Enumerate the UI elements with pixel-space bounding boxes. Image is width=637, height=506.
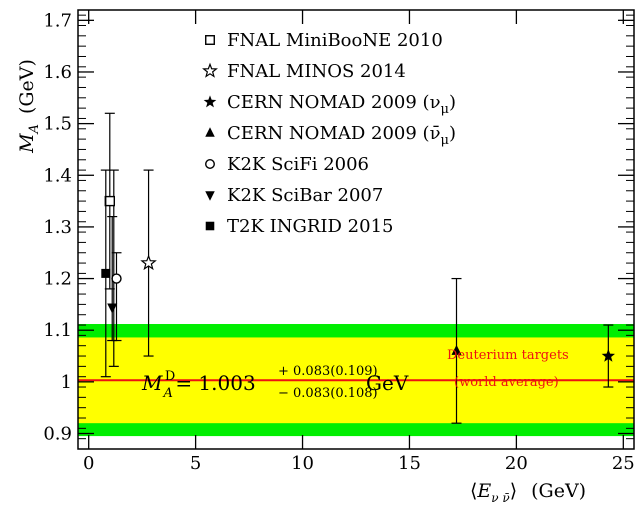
y-tick-label: 1.3: [43, 217, 72, 238]
y-tick-label: 1.5: [43, 114, 72, 135]
x-tick-label: 0: [83, 453, 94, 474]
marker-open-circle: [111, 273, 122, 284]
legend-label: FNAL MINOS 2014: [227, 61, 406, 82]
y-tick-label: 1.4: [43, 165, 72, 186]
marker-filled-triangle-down: [107, 303, 118, 314]
legend-label: CERN NOMAD 2009 (ν̄μ): [227, 123, 456, 148]
formula-main: = 1.003: [175, 371, 255, 395]
x-tick-label: 20: [505, 453, 528, 474]
x-axis-bracket-close: ⟩: [510, 480, 517, 502]
legend-entry-0: FNAL MiniBooNE 2010: [205, 30, 443, 51]
x-tick-label: 5: [190, 453, 201, 474]
series-5-point-0: [107, 215, 118, 342]
legend-entry-4: K2K SciFi 2006: [205, 154, 369, 175]
legend-entry-6: T2K INGRID 2015: [205, 216, 394, 237]
legend-entry-2: CERN NOMAD 2009 (νμ): [203, 92, 456, 117]
series-6-point-0: [100, 169, 111, 378]
band-annotation-line1: Deuterium targets: [447, 348, 569, 363]
y-tick-label: 0.9: [43, 424, 72, 445]
y-axis-subscript: A: [27, 124, 42, 134]
x-tick-label: 15: [398, 453, 421, 474]
formula-superscript: D: [165, 369, 175, 384]
y-tick-label: 1.2: [43, 269, 72, 290]
marker-open-square: [104, 195, 116, 207]
series-3-point-0: [451, 277, 462, 424]
svg-text:MA(GeV): MA (GeV): [16, 59, 42, 154]
marker-filled-star: [601, 349, 615, 362]
series-1-point-0: [140, 169, 157, 357]
legend-marker-filled-star: [203, 95, 217, 108]
x-axis-subscript: ν ν̄: [491, 491, 509, 505]
formula-subscript: A: [162, 386, 172, 401]
legend-entry-1: FNAL MINOS 2014: [202, 61, 406, 82]
legend-label: T2K INGRID 2015: [227, 216, 394, 237]
x-axis-symbol: E: [476, 480, 491, 502]
marker-filled-triangle-up: [451, 344, 462, 355]
marker-filled-square: [101, 268, 111, 278]
x-axis-label: ⟨Eν ν̄⟩ (GeV): [470, 480, 586, 505]
legend-entry-3: CERN NOMAD 2009 (ν̄μ): [205, 123, 456, 148]
y-tick-label: 1.6: [43, 62, 72, 83]
legend-label: CERN NOMAD 2009 (νμ): [227, 92, 456, 117]
formula-unit: GeV: [366, 371, 409, 395]
legend-marker-open-star: [202, 62, 218, 78]
y-tick-label: 1: [61, 372, 72, 393]
y-axis-label: MA (GeV): [16, 59, 42, 154]
x-tick-label: 10: [291, 453, 314, 474]
y-axis-unit: (GeV): [16, 59, 38, 114]
marker-open-star: [140, 254, 157, 271]
legend: FNAL MiniBooNE 2010 FNAL MINOS 2014 CERN N…: [202, 30, 456, 237]
y-tick-label: 1.7: [43, 10, 72, 31]
formula-upper: + 0.083(0.109): [278, 364, 378, 379]
legend-label: K2K SciBar 2007: [227, 185, 383, 206]
legend-marker-filled-triangle-up: [205, 127, 215, 137]
y-axis-symbol: M: [16, 133, 38, 154]
series-2-point-0: [601, 324, 615, 388]
formula-lower: − 0.083(0.108): [278, 386, 378, 401]
legend-marker-filled-square: [205, 221, 215, 231]
legend-marker-open-square: [205, 35, 215, 45]
world-average-formula: MAD= 1.003: [141, 369, 256, 401]
data-points: [100, 112, 615, 424]
y-tick-label: 1.1: [43, 320, 72, 341]
band-annotation-line2: (world average): [454, 375, 559, 390]
axis-ticks: 0 5 10 15 20 25 0.9 1 1.1 1.2 1.3 1.4 1.5 1.6 1.7: [43, 10, 635, 474]
legend-entry-5: K2K SciBar 2007: [205, 185, 383, 206]
x-axis-unit: (GeV): [531, 480, 586, 502]
plot-frame: [77, 9, 635, 450]
plot-border: [77, 9, 635, 450]
legend-marker-filled-triangle-down: [205, 191, 215, 201]
world-average-bands: [78, 324, 634, 437]
x-axis-bracket-open: ⟨: [470, 480, 477, 502]
legend-label: FNAL MiniBooNE 2010: [227, 30, 443, 51]
formula-symbol: M: [141, 371, 163, 395]
legend-marker-open-circle: [205, 159, 215, 169]
x-tick-label: 25: [612, 453, 635, 474]
legend-label: K2K SciFi 2006: [227, 154, 369, 175]
